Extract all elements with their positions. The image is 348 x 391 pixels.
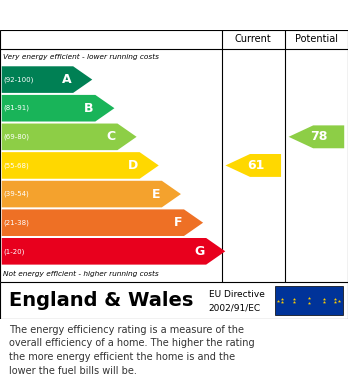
Polygon shape	[2, 238, 225, 265]
Text: (81-91): (81-91)	[3, 105, 30, 111]
Text: Energy Efficiency Rating: Energy Efficiency Rating	[9, 7, 219, 23]
Text: (21-38): (21-38)	[3, 219, 29, 226]
Text: Very energy efficient - lower running costs: Very energy efficient - lower running co…	[3, 54, 159, 60]
Text: England & Wales: England & Wales	[9, 291, 193, 310]
Text: (1-20): (1-20)	[3, 248, 25, 255]
Text: (92-100): (92-100)	[3, 76, 34, 83]
Text: G: G	[194, 245, 204, 258]
Text: E: E	[152, 188, 160, 201]
FancyBboxPatch shape	[275, 286, 343, 315]
Polygon shape	[2, 152, 159, 179]
Polygon shape	[2, 95, 114, 122]
Text: 61: 61	[247, 159, 265, 172]
Text: Potential: Potential	[295, 34, 338, 45]
Text: A: A	[62, 73, 71, 86]
Polygon shape	[226, 154, 281, 177]
Text: EU Directive: EU Directive	[209, 291, 265, 300]
Text: The energy efficiency rating is a measure of the
overall efficiency of a home. T: The energy efficiency rating is a measur…	[9, 325, 254, 376]
Text: (55-68): (55-68)	[3, 162, 29, 169]
Polygon shape	[288, 126, 344, 148]
Polygon shape	[2, 124, 137, 150]
Text: 2002/91/EC: 2002/91/EC	[209, 303, 261, 312]
Text: (39-54): (39-54)	[3, 191, 29, 197]
Text: B: B	[84, 102, 94, 115]
Polygon shape	[2, 210, 203, 236]
Text: F: F	[174, 216, 182, 229]
Text: C: C	[106, 130, 116, 143]
Text: 78: 78	[310, 130, 328, 143]
Text: (69-80): (69-80)	[3, 134, 30, 140]
Polygon shape	[2, 66, 92, 93]
Text: D: D	[128, 159, 138, 172]
Polygon shape	[2, 181, 181, 207]
Text: Current: Current	[235, 34, 272, 45]
Text: Not energy efficient - higher running costs: Not energy efficient - higher running co…	[3, 271, 159, 277]
